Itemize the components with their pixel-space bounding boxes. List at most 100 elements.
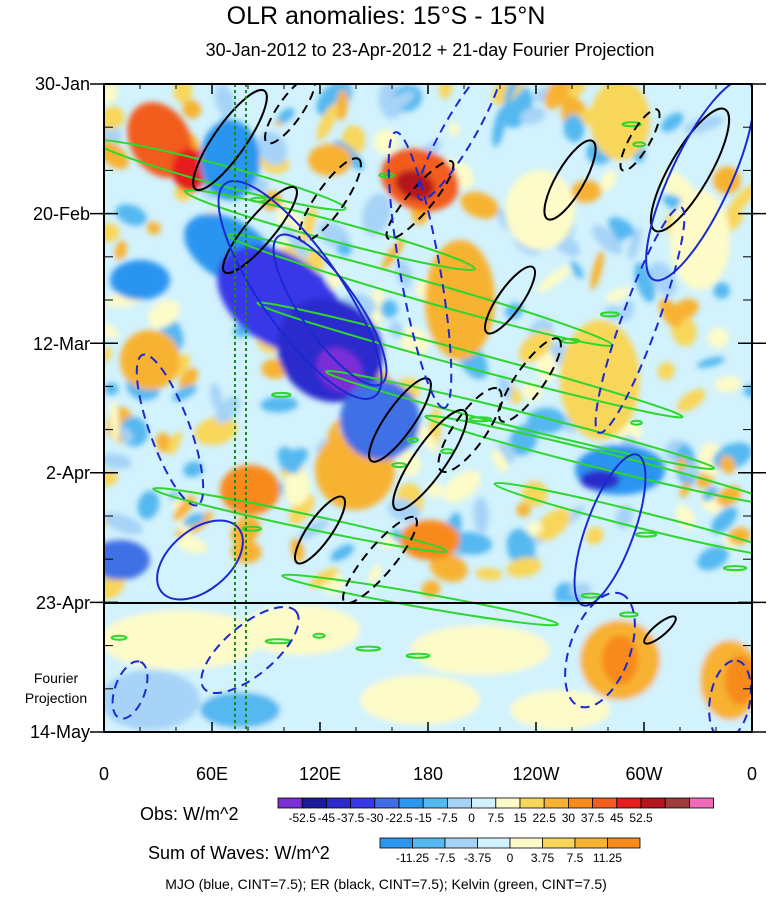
chart-subtitle: 30-Jan-2012 to 23-Apr-2012 + 21-day Four… (205, 40, 655, 60)
olr-anomaly-patch (429, 553, 468, 582)
colorbar-level-label: -30 (366, 811, 384, 825)
olr-anomaly-patch (167, 431, 182, 455)
x-tick-label-120e: 120E (298, 764, 342, 784)
olr-anomaly-patch (627, 227, 642, 261)
kelvin-contour-small (599, 311, 620, 318)
olr-anomaly-patch (182, 100, 202, 119)
olr-anomaly-patch (697, 546, 729, 571)
olr-anomaly-patch (590, 250, 604, 290)
olr-anomaly-patch (104, 453, 132, 470)
olr-anomaly-patch (155, 432, 172, 453)
kelvin-contour (104, 138, 347, 212)
olr-anomaly-patch (714, 375, 742, 393)
mjo-contour (200, 605, 300, 695)
colorbar-swatch (374, 797, 400, 809)
colorbar-swatch (519, 797, 545, 809)
er-contour (385, 159, 455, 241)
colorbar-level-label: 3.75 (531, 851, 555, 865)
kelvin-contour-small (630, 419, 643, 426)
colorbar-swatch (574, 837, 608, 849)
kelvin-contour-small (378, 172, 395, 179)
colorbar-swatch (640, 797, 666, 809)
x-tick-label-0: 0 (98, 764, 109, 784)
waves-colorbar: -11.25 -7.5 -3.75 0 3.75 7.5 11.25 (379, 837, 641, 865)
olr-anomaly-patch (657, 361, 675, 381)
mjo-contour (594, 206, 686, 434)
colorbar-swatch (592, 797, 618, 809)
olr-anomaly-patch (716, 485, 742, 507)
olr-anomaly-patch (713, 282, 730, 299)
er-contour (294, 495, 346, 565)
colorbar-swatch (543, 797, 569, 809)
kelvin-contour (424, 414, 752, 506)
olr-anomaly-patch (194, 416, 238, 446)
er-contour (342, 515, 418, 605)
olr-anomaly-patch (104, 382, 119, 396)
projection-patch (104, 670, 200, 730)
olr-anomaly-patch (373, 285, 384, 326)
mjo-contour (573, 453, 647, 607)
colorbar-level-label: 37.5 (581, 811, 605, 825)
olr-anomaly-patch (442, 470, 481, 503)
olr-anomaly-patch (260, 396, 299, 413)
x-tick-label-0-end: 0 (746, 764, 757, 784)
projection-patch (602, 635, 638, 685)
olr-anomaly-patch (600, 170, 617, 192)
olr-anomaly-patch (585, 527, 604, 545)
olr-anomaly-field (104, 84, 752, 732)
colorbar-swatch (616, 797, 642, 809)
kelvin-contour-small (560, 337, 581, 344)
olr-anomaly-patch (713, 166, 741, 194)
olr-anomaly-patch (114, 240, 127, 260)
projection-patch (200, 692, 280, 728)
olr-anomaly-patch (182, 513, 206, 527)
colorbar-level-label: -22.5 (385, 811, 413, 825)
olr-anomaly-patch (104, 223, 120, 243)
projection-patch (410, 625, 550, 675)
colorbar-level-label: 7.5 (487, 811, 504, 825)
projection-patch (104, 610, 260, 670)
olr-anomaly-patch (183, 461, 203, 478)
olr-anomaly-patch (381, 238, 405, 270)
olr-anomaly-patch (326, 418, 343, 443)
kelvin-contour (324, 369, 716, 471)
olr-anomaly-patch (590, 84, 650, 160)
olr-anomaly-patch (503, 84, 522, 105)
olr-anomaly-patch (439, 84, 453, 99)
kelvin-contour (152, 487, 448, 553)
contour-legend-note: MJO (blue, CINT=7.5); ER (black, CINT=7.… (165, 876, 607, 892)
mjo-contour (272, 233, 388, 387)
olr-anomaly-patch (506, 528, 536, 567)
olr-anomaly-patch (658, 298, 682, 328)
y-tick-label-30jan: 30-Jan (34, 74, 90, 94)
olr-anomaly-patch (120, 427, 134, 443)
mjo-contour (135, 353, 205, 507)
er-contour (643, 615, 677, 645)
olr-anomaly-patch (570, 180, 602, 203)
kelvin-contour-small (355, 645, 382, 652)
olr-anomaly-patch (147, 299, 180, 329)
colorbar-level-label: 30 (562, 811, 576, 825)
olr-anomaly-patch (336, 89, 348, 121)
olr-anomaly-patch (146, 221, 161, 235)
mjo-contour (416, 84, 504, 201)
kelvin-contour-small (249, 196, 267, 203)
er-contour (649, 107, 731, 233)
colorbar-swatch (326, 797, 352, 809)
olr-anomaly-patch (460, 191, 499, 219)
fourier-projection-label: Fourier Projection (6, 668, 106, 708)
chart-title: OLR anomalies: 15°S - 15°N (226, 2, 546, 30)
olr-anomaly-patch (506, 557, 542, 578)
x-tick-label-120w: 120W (512, 764, 560, 784)
colorbar-level-label: 0 (468, 811, 475, 825)
y-tick-label-2apr: 2-Apr (45, 463, 90, 483)
x-tick-label-180: 180 (412, 764, 444, 784)
olr-anomaly-patch (109, 400, 120, 443)
colorbar-swatch (477, 837, 511, 849)
kelvin-contour-small (722, 565, 748, 572)
olr-anomaly-patch (395, 170, 435, 200)
olr-anomaly-patch (283, 469, 311, 506)
kelvin-contour-small (621, 121, 642, 128)
olr-anomaly-patch (308, 144, 352, 176)
colorbar-swatch (509, 837, 543, 849)
